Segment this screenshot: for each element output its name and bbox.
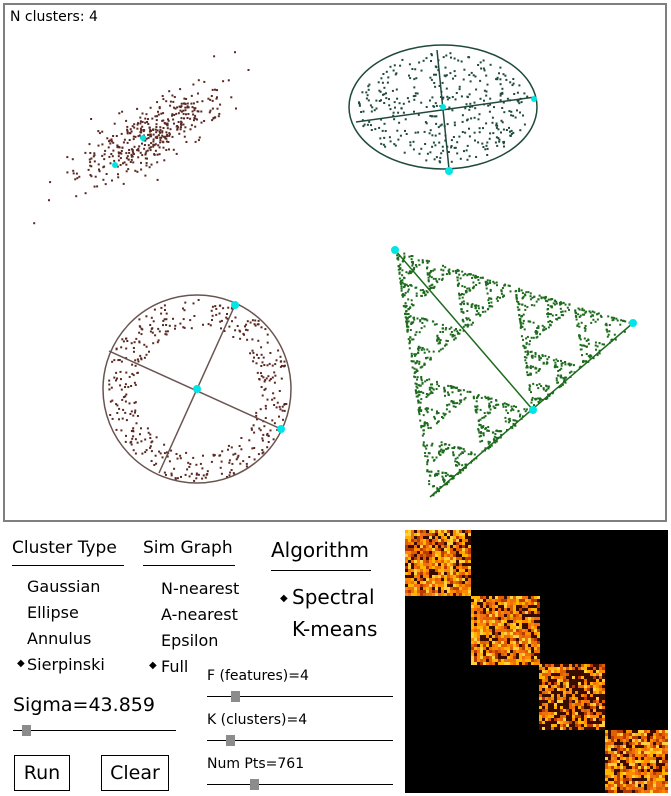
annulus-outline: [102, 294, 292, 484]
centroid-marker: [531, 96, 537, 102]
centroid-marker: [440, 104, 446, 110]
centroid-marker: [140, 135, 146, 141]
centroid-marker: [231, 301, 239, 309]
sim-graph-n-nearest[interactable]: N-nearest: [161, 579, 240, 598]
centroid-marker: [112, 162, 118, 168]
clusters-label: K (clusters)=4: [207, 712, 308, 728]
algorithm-kmeans[interactable]: K-means: [292, 617, 378, 641]
features-slider-thumb[interactable]: [231, 691, 240, 702]
sigma-label: Sigma=43.859: [13, 694, 155, 716]
gaussian-cluster: [33, 51, 250, 225]
features-slider-track[interactable]: [207, 696, 393, 697]
ellipse-major-axis: [355, 96, 536, 123]
clusters-slider-track[interactable]: [207, 740, 393, 741]
algorithm-title: Algorithm: [271, 538, 369, 562]
centroid-marker: [445, 167, 453, 175]
cluster-type-underline: [12, 565, 124, 566]
affinity-block: [539, 664, 605, 730]
affinity-block: [405, 530, 471, 596]
cluster-type-gaussian[interactable]: Gaussian: [27, 577, 101, 596]
affinity-block: [471, 596, 540, 665]
centroid-marker: [277, 425, 285, 433]
affinity-block: [605, 730, 668, 793]
features-label: F (features)=4: [207, 668, 309, 684]
num-pts-slider-track[interactable]: [207, 784, 393, 785]
cluster-type-title: Cluster Type: [12, 538, 117, 558]
sim-graph-title: Sim Graph: [143, 538, 233, 558]
run-button[interactable]: Run: [14, 755, 70, 791]
ellipse-outline: [348, 44, 538, 170]
sierpinski-cluster: [396, 252, 633, 497]
sierpinski-axis-1: [394, 249, 534, 411]
cluster-type-sierpinski[interactable]: Sierpinski: [27, 655, 105, 674]
cluster-type-annulus[interactable]: Annulus: [27, 629, 92, 648]
cluster-type-ellipse[interactable]: Ellipse: [27, 603, 79, 622]
centroid-marker: [529, 406, 537, 414]
cluster-canvas[interactable]: N clusters: 4: [3, 3, 667, 522]
affinity-matrix: [405, 530, 668, 793]
num-pts-label: Num Pts=761: [207, 756, 305, 772]
centroid-marker: [391, 246, 399, 254]
sim-graph-epsilon[interactable]: Epsilon: [161, 631, 219, 650]
algorithm-underline: [271, 570, 371, 571]
sigma-slider-track[interactable]: [13, 730, 176, 731]
num-pts-slider-thumb[interactable]: [250, 779, 259, 790]
clear-button[interactable]: Clear: [101, 755, 169, 791]
selected-bullet-icon: ◆: [280, 593, 288, 604]
sim-graph-underline: [143, 565, 235, 566]
centroid-marker: [193, 385, 201, 393]
sim-graph-full[interactable]: Full: [161, 657, 189, 676]
sim-graph-a-nearest[interactable]: A-nearest: [161, 605, 238, 624]
ellipse-cluster: [358, 52, 529, 164]
n-clusters-label: N clusters: 4: [10, 9, 98, 25]
selected-bullet-icon: ◆: [149, 660, 157, 671]
annulus-cluster: [108, 299, 288, 482]
scatter-plot[interactable]: [5, 5, 665, 520]
centroid-marker: [629, 319, 637, 327]
selected-bullet-icon: ◆: [17, 658, 25, 669]
sigma-slider-thumb[interactable]: [22, 725, 31, 736]
algorithm-spectral[interactable]: Spectral: [292, 585, 375, 609]
clusters-slider-thumb[interactable]: [226, 735, 235, 746]
